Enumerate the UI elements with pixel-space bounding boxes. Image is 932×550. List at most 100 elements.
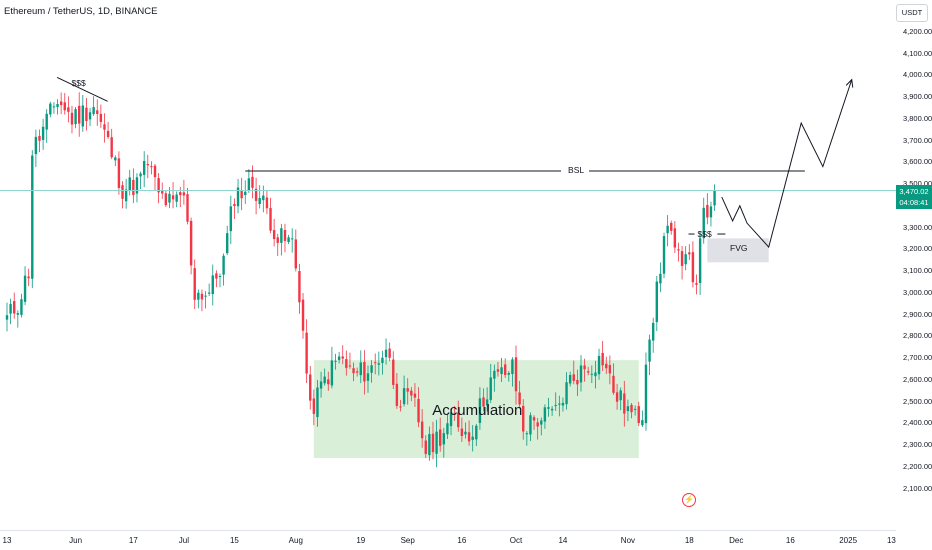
candle-down bbox=[392, 351, 395, 390]
candle-body bbox=[157, 178, 160, 193]
candle-body bbox=[168, 193, 171, 203]
candle-up bbox=[45, 109, 48, 143]
candle-up bbox=[529, 412, 532, 442]
candle-up bbox=[594, 360, 597, 389]
candle-body bbox=[70, 112, 74, 125]
y-tick-label: 2,500.00 bbox=[903, 396, 932, 406]
currency-unit-button[interactable]: USDT bbox=[896, 4, 928, 22]
candle-body bbox=[323, 376, 326, 384]
candle-up bbox=[244, 180, 247, 204]
y-tick-label: 2,400.00 bbox=[903, 418, 932, 428]
candle-body bbox=[392, 359, 395, 385]
candle-body bbox=[561, 402, 565, 406]
candle-body bbox=[706, 204, 709, 218]
candle-down bbox=[233, 198, 236, 219]
candle-body bbox=[568, 375, 572, 384]
y-tick-label: 4,200.00 bbox=[903, 26, 932, 36]
candle-down bbox=[157, 173, 160, 204]
candle-body bbox=[587, 371, 590, 373]
candle-down bbox=[265, 190, 269, 215]
candle-down bbox=[164, 190, 168, 207]
candle-body bbox=[713, 190, 716, 206]
candle-down bbox=[406, 378, 409, 405]
candle-down bbox=[413, 383, 417, 407]
candle-down bbox=[301, 293, 305, 339]
candle-body bbox=[142, 161, 146, 175]
candle-up bbox=[88, 108, 92, 127]
y-tick-label: 4,100.00 bbox=[903, 48, 932, 58]
candle-body bbox=[258, 198, 261, 204]
candle-body bbox=[117, 158, 121, 188]
candle-body bbox=[294, 239, 297, 269]
candle-down bbox=[251, 165, 254, 199]
candle-body bbox=[370, 365, 373, 373]
candle-down bbox=[460, 417, 464, 442]
candle-body bbox=[269, 208, 272, 231]
candle-body bbox=[558, 403, 561, 405]
candle-body bbox=[594, 372, 597, 377]
candle-up bbox=[175, 191, 178, 208]
candle-body bbox=[330, 360, 334, 386]
candle-up bbox=[280, 223, 283, 256]
candle-body bbox=[644, 364, 648, 424]
candle-up bbox=[135, 173, 139, 203]
x-tick-label: Sep bbox=[400, 536, 415, 545]
bar-countdown: 04:08:41 bbox=[899, 198, 929, 207]
candle-up bbox=[626, 399, 630, 422]
candle-body bbox=[56, 104, 59, 107]
candle-body bbox=[179, 192, 182, 196]
candle-body bbox=[435, 431, 438, 454]
x-tick-label: 19 bbox=[356, 536, 366, 545]
candle-body bbox=[34, 136, 38, 155]
candle-body bbox=[482, 397, 485, 407]
candle-body bbox=[114, 157, 117, 161]
candle-up bbox=[330, 346, 334, 389]
candle-down bbox=[63, 93, 66, 115]
candle-up bbox=[507, 370, 510, 382]
x-tick-label: 16 bbox=[785, 536, 795, 545]
candle-body bbox=[615, 392, 619, 402]
candle-down bbox=[327, 371, 330, 391]
candle-up bbox=[323, 368, 326, 386]
candle-body bbox=[572, 374, 575, 381]
candle-body bbox=[410, 390, 413, 396]
candle-body bbox=[337, 356, 341, 361]
candle-body bbox=[106, 130, 110, 138]
candle-body bbox=[446, 423, 449, 435]
candle-up bbox=[290, 228, 294, 253]
candle-body bbox=[348, 365, 352, 367]
candle-up bbox=[197, 289, 200, 309]
candle-down bbox=[179, 186, 182, 208]
candle-body bbox=[496, 369, 500, 372]
candle-up bbox=[337, 352, 341, 364]
candle-body bbox=[709, 206, 713, 218]
x-tick-label: Jun bbox=[69, 536, 83, 545]
candle-up bbox=[124, 178, 128, 209]
candle-down bbox=[215, 270, 218, 288]
candle-down bbox=[439, 417, 442, 452]
candle-body bbox=[439, 429, 442, 446]
candle-body bbox=[550, 408, 554, 411]
candle-body bbox=[453, 413, 456, 415]
candle-body bbox=[366, 373, 370, 381]
candle-down bbox=[182, 179, 186, 205]
candle-down bbox=[276, 233, 279, 256]
candle-up bbox=[5, 302, 9, 332]
candle-down bbox=[106, 121, 110, 140]
candle-down bbox=[514, 345, 518, 405]
candle-up bbox=[550, 406, 554, 416]
candle-body bbox=[85, 107, 88, 122]
candle-body bbox=[128, 177, 131, 191]
candle-down bbox=[363, 350, 366, 395]
candle-up bbox=[561, 397, 565, 412]
lightning-bolt-icon[interactable]: ⚡ bbox=[682, 493, 696, 507]
candle-down bbox=[482, 388, 485, 412]
candle-up bbox=[34, 129, 38, 167]
candle-down bbox=[272, 218, 276, 247]
candle-down bbox=[536, 418, 539, 440]
candle-up bbox=[525, 431, 529, 446]
candle-down bbox=[630, 402, 633, 419]
candle-body bbox=[651, 322, 655, 341]
candle-up bbox=[139, 171, 142, 189]
